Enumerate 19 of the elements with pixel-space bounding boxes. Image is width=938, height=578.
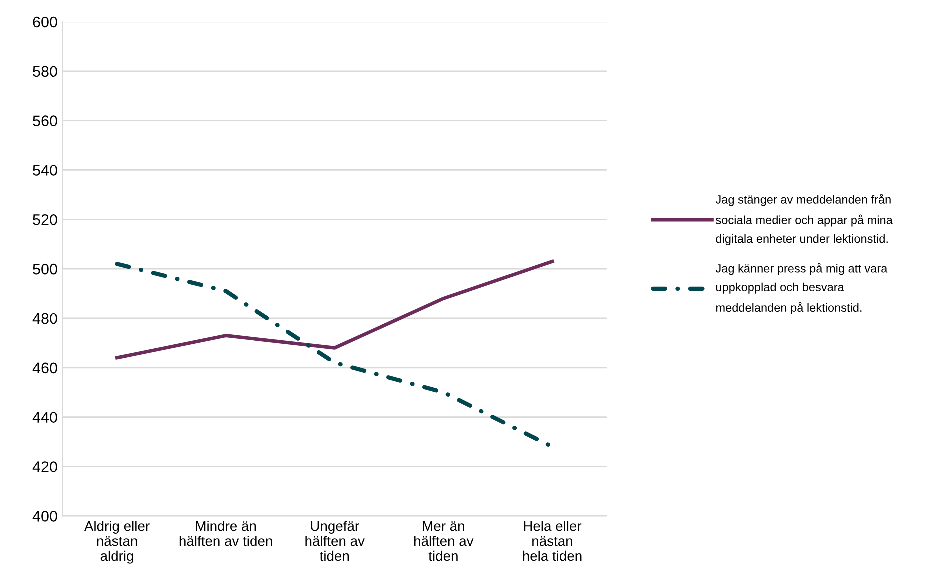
y-tick-label: 400 — [32, 511, 58, 522]
y-tick-label: 420 — [32, 462, 58, 472]
y-tick-label: 500 — [33, 264, 58, 275]
y-tick-label: 480 — [32, 313, 58, 324]
x-tick-label: Ungefär hälften av tiden — [306, 521, 365, 562]
y-tick-label: 520 — [33, 214, 58, 226]
y-tick-label: 600 — [33, 16, 58, 28]
y-tick-label: 440 — [32, 412, 58, 423]
x-tick-label: Mindre än hälften av tiden — [180, 521, 272, 546]
x-tick-label: Aldrig eller nästan aldrig — [84, 521, 150, 564]
y-tick-label: 460 — [32, 362, 58, 374]
line-series — [116, 260, 554, 360]
y-tick-label: 560 — [33, 116, 58, 126]
y-tick-label: 580 — [33, 66, 58, 78]
x-tick-label: Hela eller nästan hela tiden — [523, 521, 582, 562]
y-tick-label: 540 — [33, 165, 58, 176]
x-tick-label: Mer än hälften av tiden — [414, 522, 474, 562]
text: Jag känner press på mig att vara uppkopplad och besvara meddelanden på lektionstid. — [716, 263, 888, 314]
text: Jag stänger av meddelanden från sociala medier och appar på mina digitala enheter under lektionstid. — [716, 194, 893, 246]
